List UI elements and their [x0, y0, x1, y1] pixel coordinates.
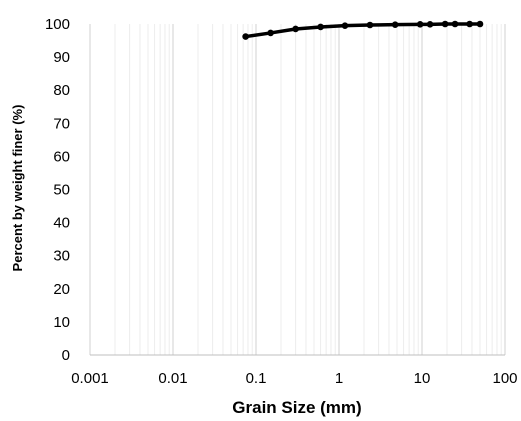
- data-point: [476, 20, 484, 28]
- y-tick-label: 80: [53, 82, 70, 99]
- y-tick-label: 60: [53, 148, 70, 165]
- y-tick-label: 10: [53, 314, 70, 331]
- x-tick-label: 0.1: [246, 370, 267, 387]
- grid: [89, 24, 506, 355]
- data-point: [416, 21, 424, 28]
- data-point: [451, 20, 459, 28]
- x-tick-label: 100: [492, 370, 517, 387]
- y-tick-label: 70: [53, 115, 70, 132]
- y-tick-label: 40: [53, 215, 70, 232]
- x-tick-labels: 0.001 0.01 0.1 1 10 100: [71, 370, 517, 387]
- y-tick-label: 0: [62, 347, 70, 364]
- x-tick-label: 1: [335, 370, 343, 387]
- data-point: [292, 25, 299, 33]
- data-point: [466, 20, 473, 28]
- data-point: [441, 20, 449, 28]
- y-tick-label: 50: [53, 182, 70, 199]
- y-tick-labels: 0 10 20 30 40 50 60 70 80 90 100: [45, 16, 70, 364]
- data-point: [242, 33, 249, 40]
- data-point: [267, 29, 274, 37]
- data-point: [366, 21, 374, 29]
- y-tick-label: 90: [53, 49, 70, 66]
- x-tick-label: 10: [414, 370, 431, 387]
- y-tick-label: 20: [53, 281, 70, 298]
- y-tick-label: 100: [45, 16, 70, 33]
- data-point: [426, 21, 434, 28]
- series: [242, 20, 484, 40]
- x-axis-title: Grain Size (mm): [232, 398, 361, 417]
- y-axis-title: Percent by weight finer (%): [10, 105, 25, 272]
- data-point: [391, 21, 399, 28]
- y-tick-label: 30: [53, 248, 70, 265]
- x-tick-label: 0.01: [158, 370, 187, 387]
- x-tick-label: 0.001: [71, 370, 109, 387]
- data-point: [317, 23, 324, 31]
- data-point: [341, 22, 349, 29]
